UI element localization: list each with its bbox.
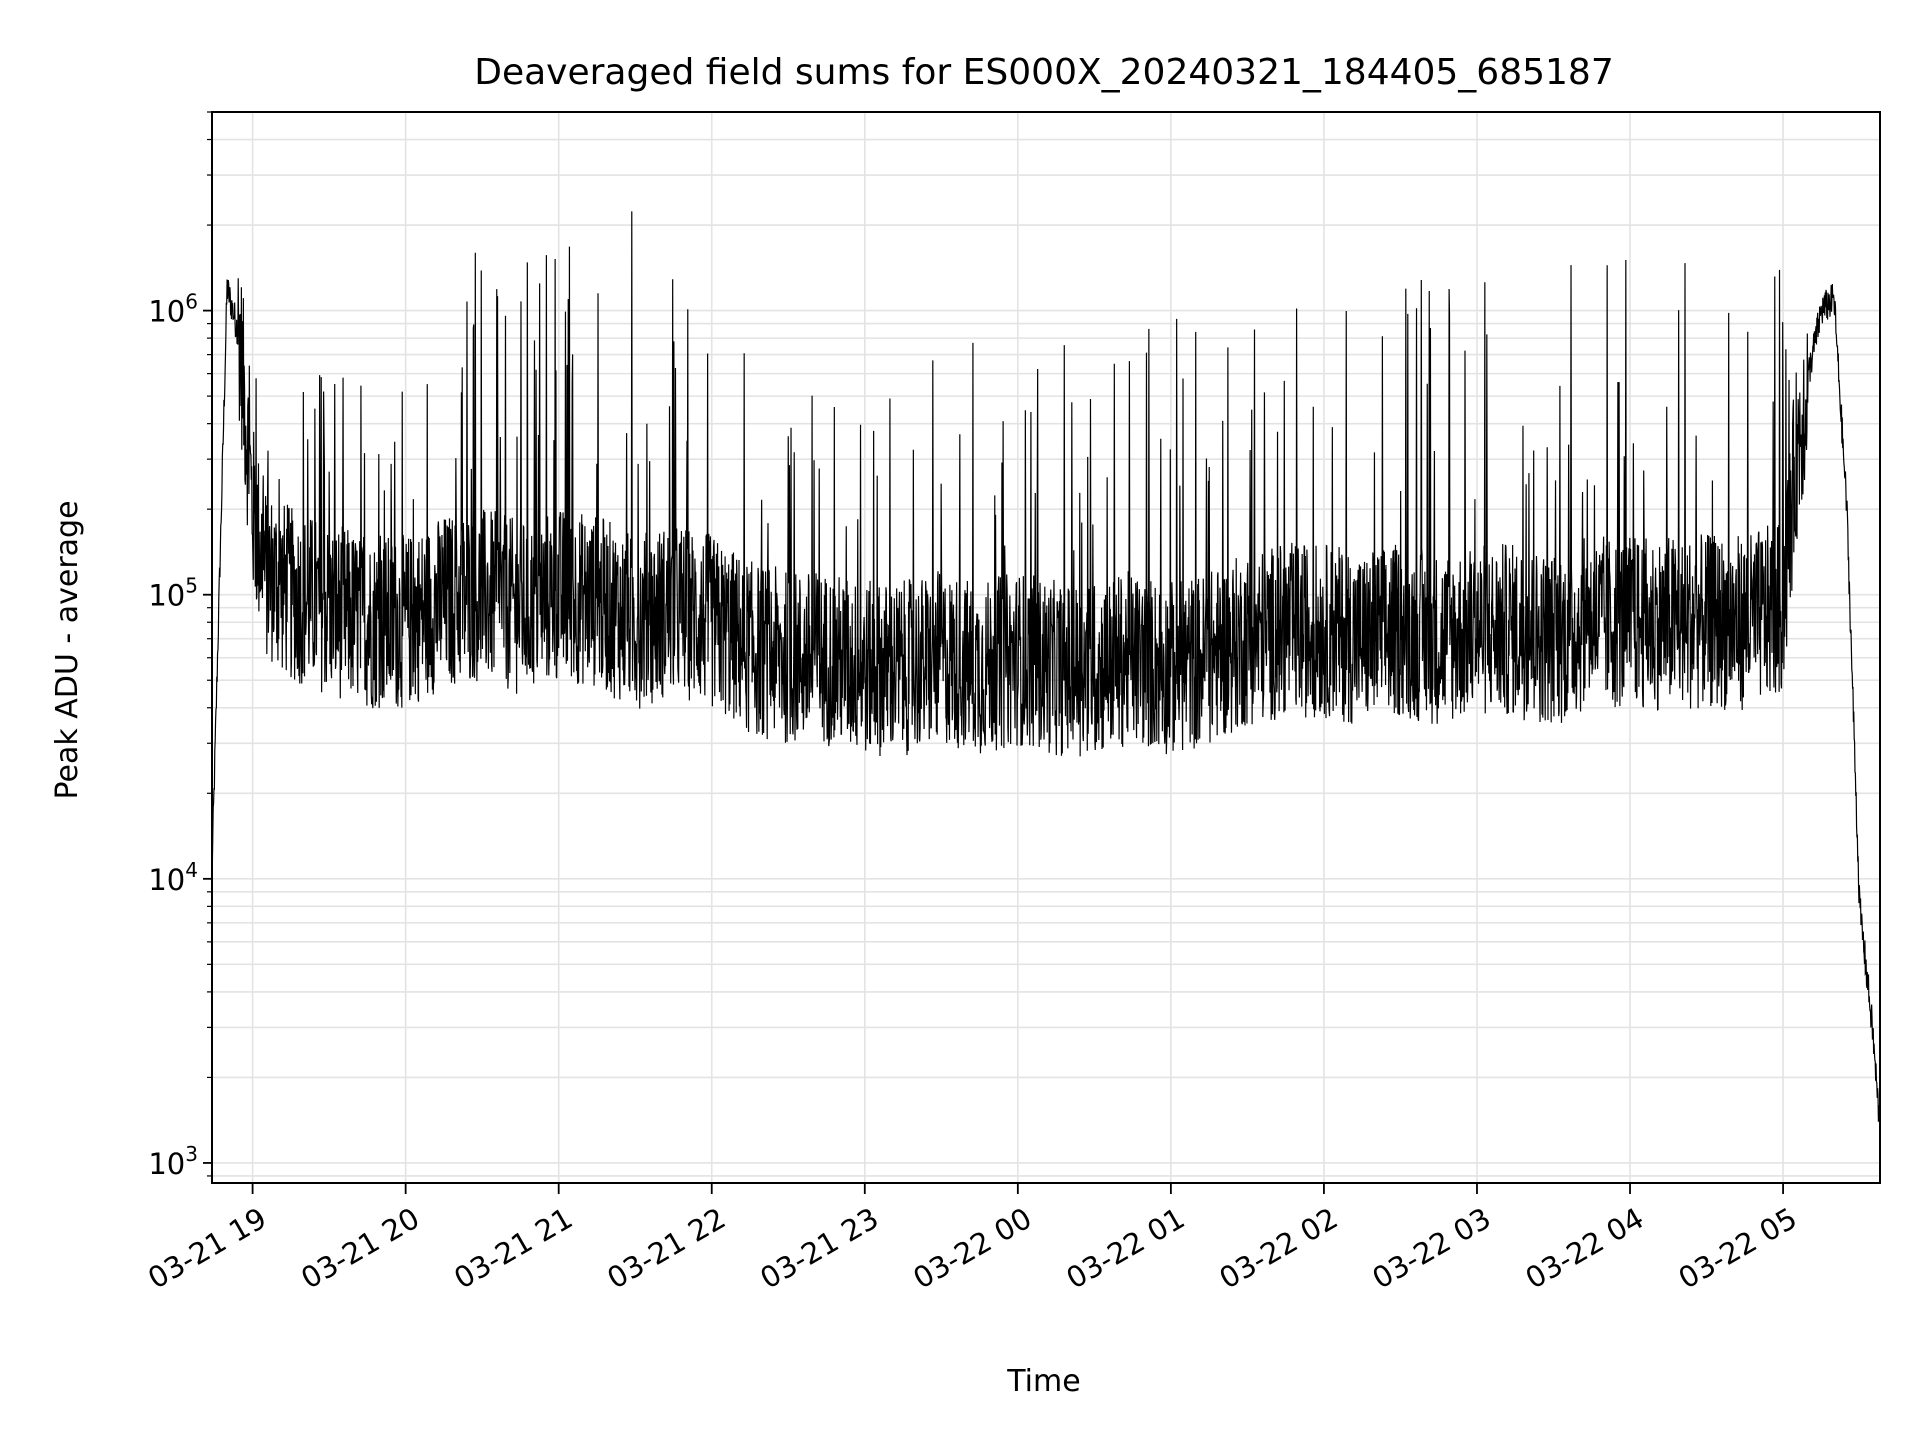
y-tick-exponent: 5	[185, 574, 198, 598]
y-tick-label: 106	[148, 290, 198, 329]
x-axis-title: Time	[1006, 1364, 1080, 1399]
y-tick-label: 104	[148, 858, 198, 897]
axes-frame	[211, 111, 1881, 1184]
y-axis-title: Peak ADU - average	[50, 500, 85, 799]
y-tick-exponent: 6	[185, 290, 198, 314]
y-tick-exponent: 4	[185, 858, 198, 882]
plot-area	[211, 211, 1881, 1142]
y-tick-base: 10	[148, 579, 185, 613]
y-tick-base: 10	[148, 863, 185, 897]
data-series-line	[211, 211, 1881, 1142]
chart-title: Deaveraged field sums for ES000X_2024032…	[474, 52, 1614, 93]
y-tick-label: 103	[148, 1142, 198, 1181]
y-tick-label: 105	[148, 574, 198, 613]
y-tick-base: 10	[148, 1147, 185, 1181]
y-tick-exponent: 3	[185, 1142, 198, 1166]
y-tick-base: 10	[148, 295, 185, 329]
